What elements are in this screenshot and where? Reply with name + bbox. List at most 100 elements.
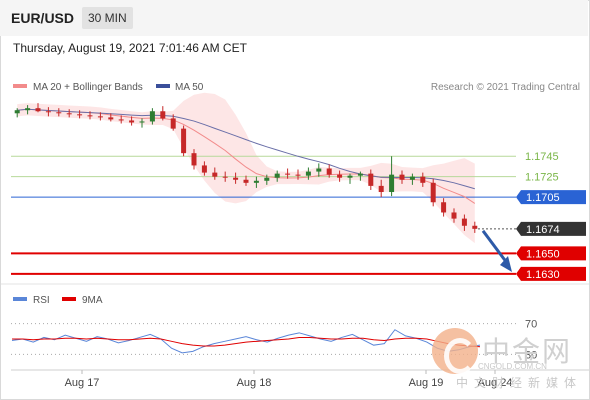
candle-body [357, 173, 363, 176]
rsi-ma9-line [12, 336, 481, 348]
candle [66, 109, 72, 118]
candle-body [347, 175, 353, 178]
candle [451, 208, 457, 223]
candle-body [212, 172, 218, 177]
candle-body [420, 176, 426, 183]
candle [430, 178, 436, 207]
candle [201, 161, 207, 176]
watermark-subtitle: 中文财经新媒体 [456, 376, 583, 390]
candle [264, 174, 270, 185]
candle-body [274, 173, 280, 178]
candle [45, 107, 51, 117]
rsi-level-label-70: 70 [525, 319, 537, 331]
interval-button[interactable]: 30 MIN [82, 7, 133, 29]
candle [87, 111, 93, 120]
candle [472, 221, 478, 233]
candle-body [201, 165, 207, 173]
watermark-logo-mark [444, 338, 476, 374]
candle-body [451, 212, 457, 219]
chart-header: EUR/USD 30 MIN [0, 0, 588, 36]
candle-body [430, 182, 436, 203]
candle [25, 105, 31, 115]
timestamp: Thursday, August 19, 2021 7:01:46 AM CET [13, 41, 247, 55]
candle [139, 118, 145, 128]
bollinger-bands [17, 92, 475, 244]
candle-body [139, 121, 145, 123]
candle-body [399, 174, 405, 180]
candle-body [56, 112, 62, 114]
candle [233, 172, 239, 184]
x-tick-label: Aug 18 [237, 377, 272, 389]
candle [77, 110, 83, 119]
candle [97, 112, 103, 121]
candle [14, 108, 20, 118]
legend-ma9-label: 9MA [82, 295, 103, 306]
candle [357, 171, 363, 181]
candle [160, 106, 166, 121]
x-tick-label: Aug 19 [409, 377, 444, 389]
candle-body [233, 177, 239, 180]
x-ticks: Aug 17 Aug 18 Aug 19 Aug 24 [65, 370, 513, 389]
current-price-tag: 1.1674 [526, 224, 560, 236]
candle [191, 149, 197, 170]
candle-body [35, 108, 41, 112]
candle-body [181, 128, 187, 154]
candle-body [253, 180, 259, 183]
candle [420, 172, 426, 187]
support-tag-1: 1.1650 [526, 248, 560, 260]
candles [14, 103, 478, 233]
watermark-name: 中金网 [482, 335, 573, 368]
rsi-line [11, 329, 481, 354]
candle [129, 116, 135, 126]
candle [285, 168, 291, 179]
support-tag-2: 1.1630 [526, 269, 560, 281]
candle-body [149, 111, 155, 122]
candle [368, 169, 374, 190]
candle-body [378, 185, 384, 193]
candle [326, 164, 332, 178]
legend-ma20-label: MA 20 + Bollinger Bands [33, 82, 143, 93]
legend-rsi-label: RSI [33, 295, 50, 306]
candle-body [368, 173, 374, 186]
candle-body [97, 116, 103, 118]
candle-body [45, 111, 51, 113]
candle [108, 113, 114, 122]
candle [212, 167, 218, 180]
candle-body [441, 202, 447, 213]
candle-body [461, 218, 467, 226]
candle [461, 214, 467, 231]
moving-averages [17, 108, 476, 204]
x-tick-label: Aug 24 [478, 377, 513, 389]
candle-body [337, 174, 343, 178]
candle-body [326, 168, 332, 175]
candle-body [25, 108, 31, 111]
candle [337, 170, 343, 182]
candle [56, 108, 62, 117]
candle [389, 156, 395, 197]
candle-body [129, 120, 135, 123]
forecast-arrow-head [500, 256, 512, 272]
watermark-url: CNGOLD.COM.CN [478, 362, 547, 371]
candle-body [243, 179, 249, 183]
credit-label: Research © 2021 Trading Central [431, 82, 580, 93]
candle [347, 173, 353, 184]
candle [181, 125, 187, 157]
forecast-arrow-shaft [481, 229, 509, 264]
candle [35, 103, 41, 113]
candle [170, 114, 176, 131]
resistance-label-2: 1.1725 [525, 172, 559, 184]
candle [305, 167, 311, 180]
candle-body [77, 114, 83, 116]
candle [274, 170, 280, 182]
candle-body [87, 115, 93, 117]
bollinger-band-area [17, 92, 475, 244]
candle-body [389, 174, 395, 193]
candle [118, 115, 124, 124]
candle [149, 108, 155, 125]
ma50-line [17, 108, 475, 190]
candle-body [160, 111, 166, 119]
candle-body [108, 117, 114, 120]
candle-body [472, 225, 478, 229]
resistance-label-1: 1.1745 [525, 151, 559, 163]
forecast-arrow [481, 229, 512, 272]
